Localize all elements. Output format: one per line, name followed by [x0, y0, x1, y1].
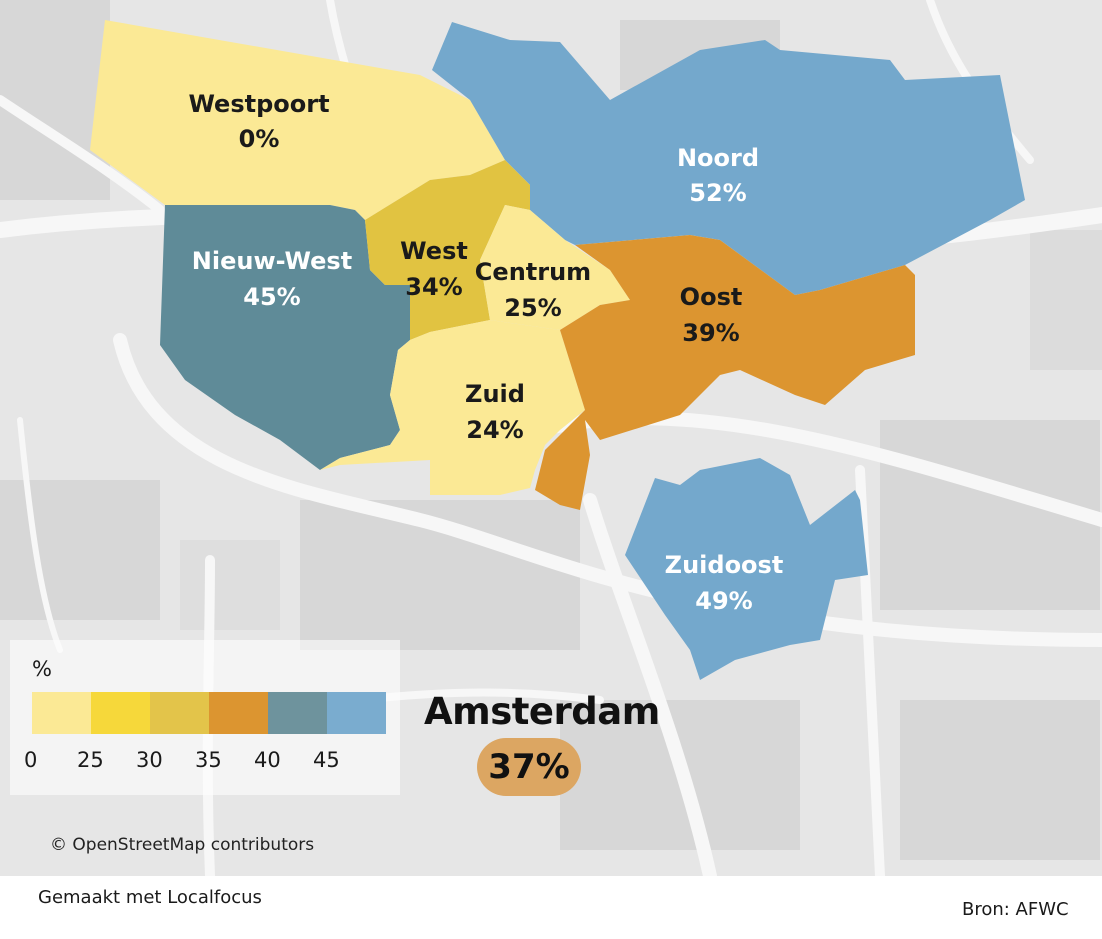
- district-name-zuid: Zuid: [465, 380, 525, 408]
- total-name: Amsterdam: [424, 690, 660, 733]
- district-name-noord: Noord: [677, 144, 759, 172]
- legend-swatch-3: [209, 692, 268, 734]
- legend-tick-1: 25: [77, 748, 104, 772]
- district-name-oost: Oost: [680, 283, 743, 311]
- districts-layer: [90, 20, 1025, 680]
- district-west[interactable]: [365, 160, 530, 340]
- district-nieuw-west[interactable]: [160, 205, 410, 470]
- legend-tick-0: 0: [24, 748, 37, 772]
- legend-tick-4: 40: [254, 748, 281, 772]
- legend-swatch-4: [268, 692, 327, 734]
- legend-swatch-2: [150, 692, 209, 734]
- basemap-texture: [0, 0, 1102, 860]
- district-value-zuidoost: 49%: [695, 587, 752, 615]
- district-oost[interactable]: [535, 235, 915, 510]
- district-labels: Westpoort 0% Noord 52% Nieuw-West 45% West 34% C…: [188, 90, 783, 615]
- legend-unit: %: [32, 657, 52, 681]
- legend-swatch-1: [91, 692, 150, 734]
- district-value-oost: 39%: [682, 319, 739, 347]
- district-name-westpoort: Westpoort: [188, 90, 329, 118]
- legend: % 0 25 30 35 40 45: [10, 640, 400, 795]
- choropleth-map[interactable]: Westpoort 0% Noord 52% Nieuw-West 45% West 34% C…: [0, 0, 1102, 876]
- map-area[interactable]: Westpoort 0% Noord 52% Nieuw-West 45% West 34% C…: [0, 0, 1102, 876]
- district-name-west: West: [400, 237, 468, 265]
- total-value-badge: 37%: [477, 738, 581, 796]
- legend-swatches: [32, 692, 386, 734]
- district-name-centrum: Centrum: [475, 258, 591, 286]
- map-attribution[interactable]: © OpenStreetMap contributors: [50, 835, 315, 855]
- district-value-westpoort: 0%: [239, 125, 280, 153]
- district-value-zuid: 24%: [466, 416, 523, 444]
- legend-swatch-0: [32, 692, 91, 734]
- district-name-zuidoost: Zuidoost: [665, 551, 784, 579]
- district-noord[interactable]: [432, 22, 1025, 295]
- footer-made-with[interactable]: Gemaakt met Localfocus: [38, 887, 262, 908]
- district-zuidoost[interactable]: [625, 458, 868, 680]
- footer-source: Bron: AFWC: [962, 899, 1069, 920]
- legend-tick-3: 35: [195, 748, 222, 772]
- district-value-nieuw-west: 45%: [243, 283, 300, 311]
- legend-tick-2: 30: [136, 748, 163, 772]
- district-zuid[interactable]: [320, 320, 585, 495]
- district-value-centrum: 25%: [504, 294, 561, 322]
- district-name-nieuw-west: Nieuw-West: [192, 247, 352, 275]
- legend-tick-5: 45: [313, 748, 340, 772]
- district-centrum[interactable]: [480, 205, 630, 330]
- district-westpoort[interactable]: [90, 20, 505, 220]
- district-value-west: 34%: [405, 273, 462, 301]
- legend-ticks: 0 25 30 35 40 45: [24, 748, 340, 772]
- district-value-noord: 52%: [689, 179, 746, 207]
- legend-swatch-5: [327, 692, 386, 734]
